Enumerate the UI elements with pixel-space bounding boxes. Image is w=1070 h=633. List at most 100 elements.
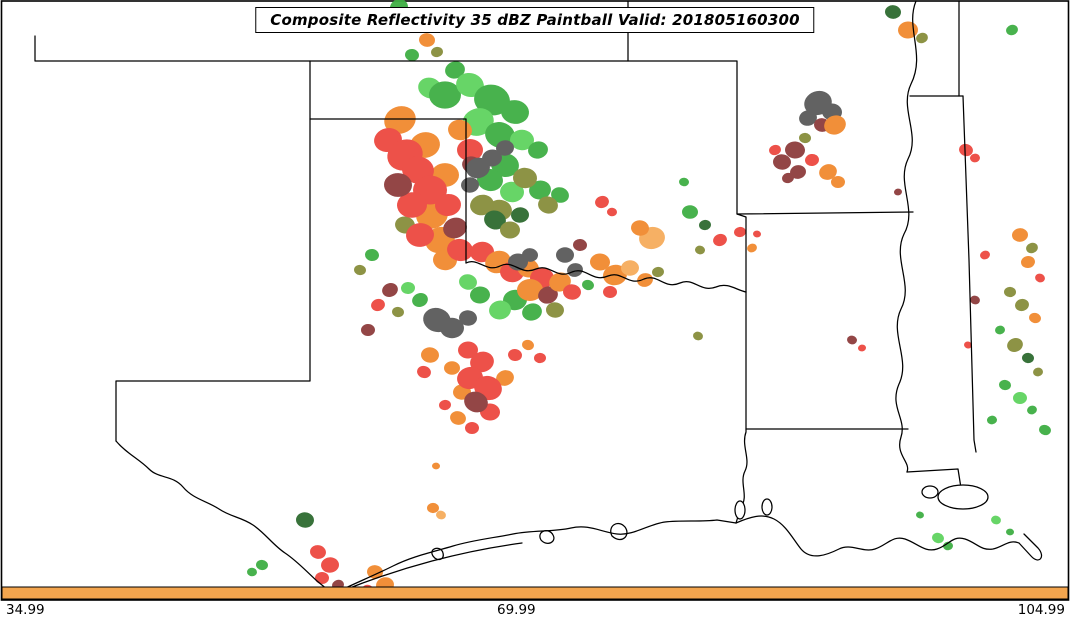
paintball-blob-dark_green [511,207,529,223]
paintball-blob-red [417,365,431,379]
coast-corpus-bay [431,547,444,561]
map-svg [0,0,1070,601]
colorbar-strip [1,586,1069,600]
paintball-blob-green [999,379,1011,391]
paintball-blob-gray [567,263,583,277]
paintball-blob-orange [590,253,610,271]
coast-matagorda-bay [539,530,555,544]
border-tx-panhandle [309,118,467,264]
paintball-blob-red [321,557,339,573]
paintball-blob-red [310,545,326,559]
paintball-blob-olive [392,306,404,318]
paintball-blob-dark_red [361,323,375,337]
coast-barrier-islands [341,542,523,592]
paintball-blob-green [1039,424,1051,436]
paintball-blob-green [529,180,551,200]
paintball-blob-red [603,285,617,299]
paintball-blob-light_green [1013,391,1027,405]
paintball-blob-red [397,192,427,218]
border-mo-ar [736,211,914,215]
paintball-blob-green [679,177,689,187]
paintball-blob-green [1006,528,1014,536]
paintball-blob-green [522,303,542,321]
paintball-blob-red [371,298,385,312]
paintball-blob-olive [695,245,705,255]
paintball-blob-green [987,415,997,425]
paintball-blob-red [439,399,451,411]
paintball-blob-orange [1029,312,1041,324]
paintball-blob-orange [517,279,543,301]
paintball-blob-orange [384,106,416,134]
x-tick-label-center: 69.99 [497,602,536,618]
paintball-blob-gray [522,248,538,262]
paintball-blob-orange [824,115,846,135]
paintball-blob-olive [1004,286,1016,298]
paintball-blob-olive [513,167,537,189]
paintball-blob-dark_green [699,219,711,231]
paintball-blob-red [534,352,546,364]
paintball-blob-dark_red [773,154,791,170]
paintball-blob-dark_red [573,238,587,252]
paintball-blob-red [315,572,329,584]
paintball-blob-dark_red [785,141,805,159]
paintball-blob-green [429,81,461,109]
plot-title: Composite Reflectivity 35 dBZ Paintball … [255,7,815,33]
paintball-blob-red [508,348,522,362]
paintball-blob-olive [916,32,928,44]
paintball-blob-green [474,84,510,116]
sabine-lake [734,500,746,520]
paintball-blob-dark_red [382,283,398,297]
paintball-blob-red [964,341,972,349]
paintball-blob-red [607,207,617,217]
map-frame [0,0,1070,601]
lake-pontchartrain [937,484,989,510]
paintball-blob-orange [819,164,837,180]
paintball-blob-dark_red [894,188,902,196]
paintball-blob-gray [459,310,477,326]
paintball-blob-light_green [991,515,1001,525]
paintball-blob-olive [1007,338,1023,352]
paintball-blob-orange [1012,228,1028,242]
paintball-blob-olive [693,331,703,341]
paintball-blob-dark_red [970,295,980,305]
paintball-blob-red [563,284,581,300]
paintball-blob-red [858,344,866,352]
paintball-blob-green [916,511,924,519]
paintball-blob-orange [444,361,460,375]
paintball-blob-red [713,233,727,247]
paintball-blob-red [458,341,478,359]
paintball-blob-light_green [510,129,534,151]
paintball-blob-orange [450,411,466,425]
paintball-blob-orange [831,176,845,188]
paintball-blob-green [943,541,953,551]
paintball-blob-red [595,195,609,209]
paintball-blob-gray [496,140,514,156]
paintball-blob-green [1027,405,1037,415]
x-tick-label-right: 104.99 [1017,602,1065,618]
paintball-blob-green [445,61,465,79]
paintball-blob-green [1006,24,1018,36]
paintball-blob-green [551,187,569,203]
paintball-blob-gray [799,110,817,126]
paintball-blob-light_green [500,181,524,203]
paintball-blob-red [769,144,781,156]
paintball-blob-olive [470,194,494,216]
paintball-blob-orange [432,462,440,470]
paintball-blob-dark_green [484,210,506,230]
paintball-blob-red [470,351,494,373]
paintball-blob-light_orange [621,260,639,276]
paintball-blob-orange [522,339,534,351]
border-mississippi-river [895,0,918,473]
paintball-blob-orange [427,502,439,514]
paintball-blob-olive [1033,367,1043,377]
paintball-blob-red [457,139,483,161]
border-la-coast [735,515,1043,561]
paintball-blob-green [501,100,529,124]
calcasieu-lake [761,498,773,516]
paintball-blob-dark_red [384,173,412,197]
paintball-blob-gray [440,317,464,339]
paintball-blob-dark_red [790,165,806,179]
paintball-blob-orange [419,33,435,47]
paintball-blob-green [405,48,419,62]
paintball-blob-red [970,153,980,163]
